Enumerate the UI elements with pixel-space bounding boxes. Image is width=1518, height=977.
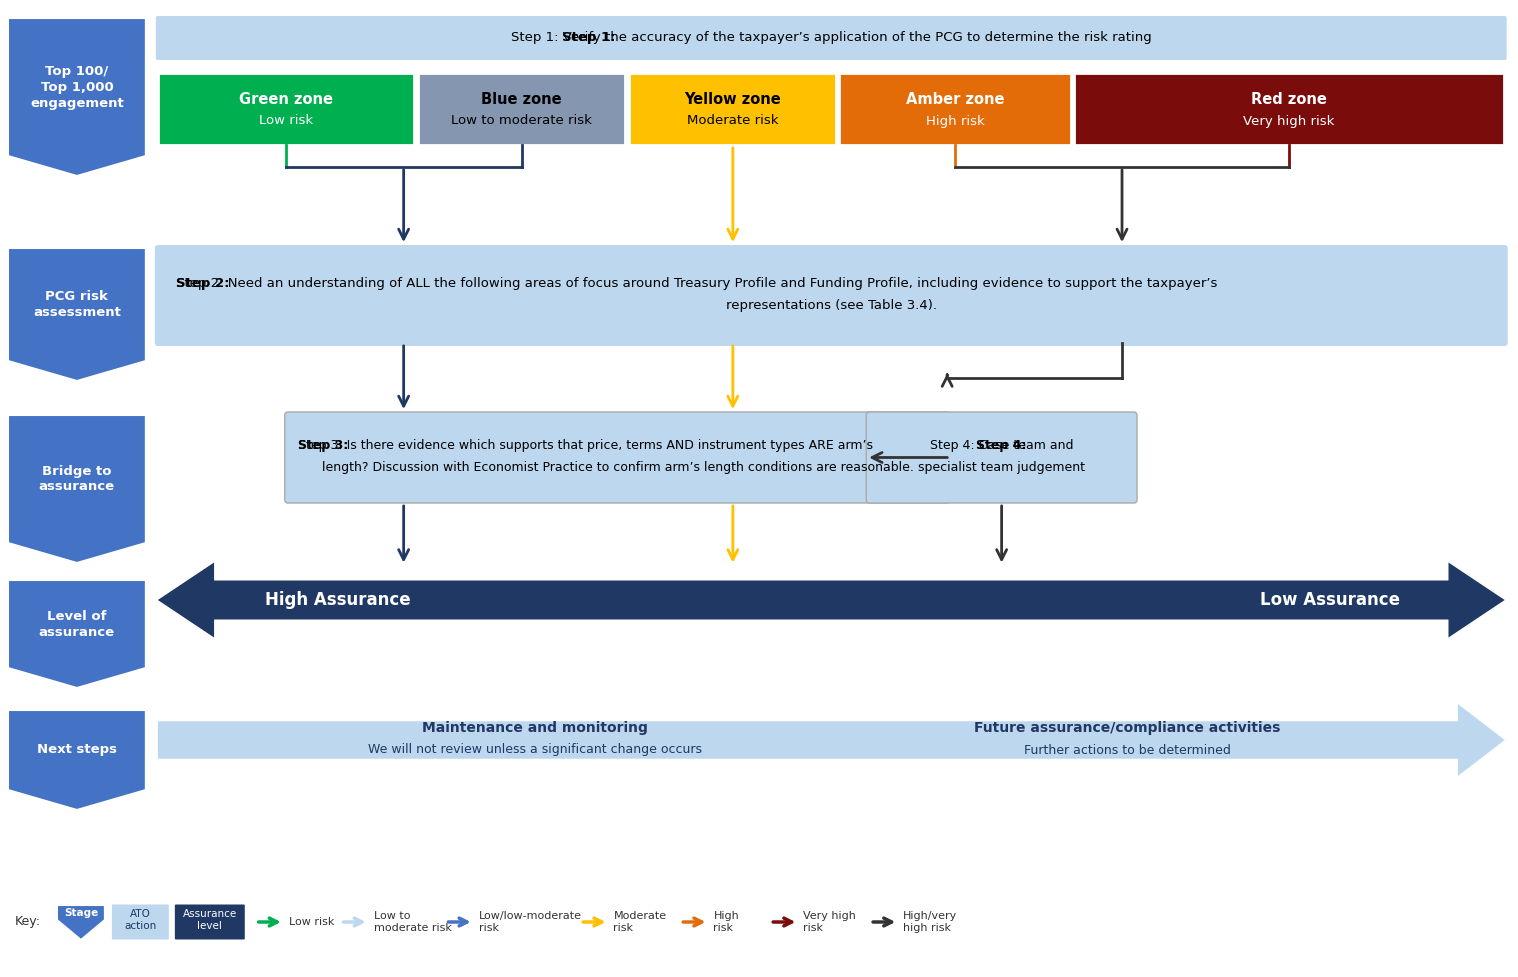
Text: Green zone: Green zone <box>238 92 332 106</box>
Text: Step 3: Is there evidence which supports that price, terms AND instrument types : Step 3: Is there evidence which supports… <box>298 439 873 452</box>
Text: High
risk: High risk <box>713 912 739 933</box>
Text: specialist team judgement: specialist team judgement <box>918 461 1085 474</box>
Text: Blue zone: Blue zone <box>481 92 562 106</box>
FancyBboxPatch shape <box>417 73 625 145</box>
Text: High/very
high risk: High/very high risk <box>903 912 958 933</box>
Text: High Assurance: High Assurance <box>266 591 410 609</box>
Text: Moderate risk: Moderate risk <box>688 114 779 128</box>
Text: length? Discussion with Economist Practice to confirm arm’s length conditions ar: length? Discussion with Economist Practi… <box>322 461 914 474</box>
Text: Step 4: Case team and: Step 4: Case team and <box>931 439 1073 452</box>
Text: Stage: Stage <box>64 908 99 917</box>
FancyBboxPatch shape <box>867 412 1137 503</box>
Text: PCG risk
assessment: PCG risk assessment <box>33 290 121 319</box>
Text: Level of
assurance: Level of assurance <box>39 610 115 639</box>
FancyBboxPatch shape <box>285 412 950 503</box>
Text: Top 100/
Top 1,000
engagement: Top 100/ Top 1,000 engagement <box>30 64 124 109</box>
Text: Step 1:: Step 1: <box>562 31 615 45</box>
FancyBboxPatch shape <box>1075 73 1504 145</box>
Text: Moderate
risk: Moderate risk <box>613 912 666 933</box>
FancyBboxPatch shape <box>112 905 168 940</box>
Text: Maintenance and monitoring: Maintenance and monitoring <box>422 721 648 735</box>
Text: Future assurance/compliance activities: Future assurance/compliance activities <box>975 721 1281 735</box>
Text: Red zone: Red zone <box>1251 92 1327 106</box>
Text: Step 2: Need an understanding of ALL the following areas of focus around Treasur: Step 2: Need an understanding of ALL the… <box>176 277 1217 290</box>
Text: High risk: High risk <box>926 114 985 128</box>
Polygon shape <box>8 710 146 810</box>
Polygon shape <box>158 563 1504 638</box>
Text: Further actions to be determined: Further actions to be determined <box>1025 743 1231 756</box>
FancyBboxPatch shape <box>158 73 413 145</box>
FancyBboxPatch shape <box>630 73 836 145</box>
Polygon shape <box>58 905 105 940</box>
FancyBboxPatch shape <box>175 905 244 940</box>
Text: Low risk: Low risk <box>258 114 313 128</box>
Text: Step 3:: Step 3: <box>298 439 348 452</box>
Text: Key:: Key: <box>15 915 41 928</box>
Polygon shape <box>8 248 146 381</box>
Text: Low/low-moderate
risk: Low/low-moderate risk <box>478 912 581 933</box>
FancyBboxPatch shape <box>156 16 1507 60</box>
Text: Assurance
level: Assurance level <box>182 910 237 931</box>
Text: Low to moderate risk: Low to moderate risk <box>451 114 592 128</box>
Text: Bridge to
assurance: Bridge to assurance <box>39 464 115 493</box>
Text: ATO
action: ATO action <box>124 910 156 931</box>
Text: Low risk: Low risk <box>288 917 334 927</box>
Text: Amber zone: Amber zone <box>906 92 1005 106</box>
Text: Step 2:: Step 2: <box>176 277 229 290</box>
Text: Low to
moderate risk: Low to moderate risk <box>373 912 451 933</box>
Polygon shape <box>8 580 146 688</box>
Polygon shape <box>8 415 146 563</box>
Text: Step 1: Verify the accuracy of the taxpayer’s application of the PCG to determin: Step 1: Verify the accuracy of the taxpa… <box>512 31 1152 45</box>
FancyBboxPatch shape <box>839 73 1072 145</box>
Polygon shape <box>8 18 146 176</box>
Text: We will not review unless a significant change occurs: We will not review unless a significant … <box>367 743 701 756</box>
Text: Next steps: Next steps <box>36 743 117 756</box>
Text: Very high risk: Very high risk <box>1243 114 1334 128</box>
Polygon shape <box>158 704 1504 776</box>
Text: representations (see Table 3.4).: representations (see Table 3.4). <box>726 299 937 312</box>
Text: Very high
risk: Very high risk <box>803 912 856 933</box>
Text: Yellow zone: Yellow zone <box>685 92 782 106</box>
Text: Low Assurance: Low Assurance <box>1260 591 1400 609</box>
FancyBboxPatch shape <box>155 245 1507 346</box>
Text: Step 4:: Step 4: <box>976 439 1026 452</box>
